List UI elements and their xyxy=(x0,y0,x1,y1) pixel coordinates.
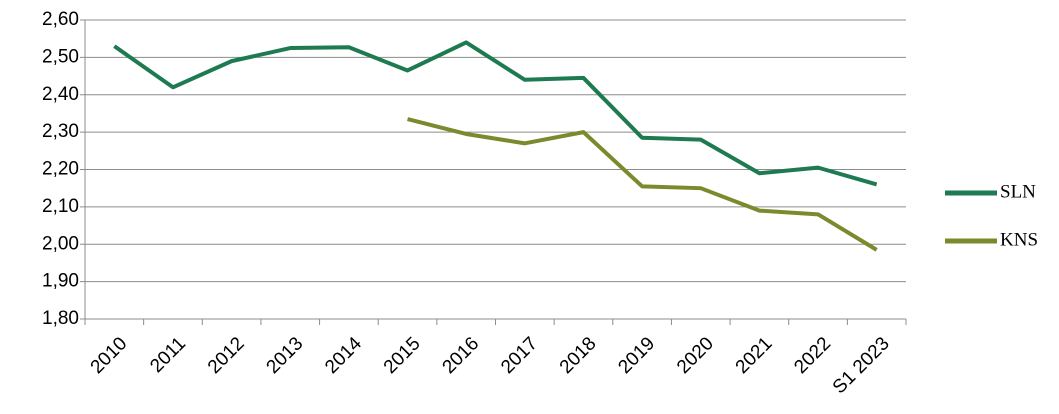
legend-label: SLN xyxy=(1000,181,1036,202)
legend-label: KNS xyxy=(1000,229,1038,250)
x-tick-label: 2022 xyxy=(790,333,835,378)
series-line xyxy=(407,117,878,252)
x-tick-label: 2019 xyxy=(614,333,659,378)
y-tick-label: 2,10 xyxy=(42,196,79,217)
x-tick-label: 2015 xyxy=(380,333,425,378)
y-tick-label: 2,50 xyxy=(42,46,79,67)
x-tick-label: 2011 xyxy=(146,333,190,377)
x-tick-label: 2012 xyxy=(204,333,249,378)
x-tick-label: 2010 xyxy=(87,333,132,378)
x-tick-label: 2017 xyxy=(497,333,542,378)
y-tick-label: 2,20 xyxy=(42,159,79,180)
x-tick-label: 2016 xyxy=(439,333,484,378)
x-tick-label: 2021 xyxy=(732,333,777,378)
x-tick-label: 2020 xyxy=(673,333,718,378)
series-line xyxy=(113,40,878,187)
y-tick-label: 2,00 xyxy=(42,233,79,254)
y-tick-label: 1,80 xyxy=(42,308,79,329)
x-tick-label: 2018 xyxy=(556,333,601,378)
x-tick-label: 2013 xyxy=(263,333,308,378)
y-tick-label: 1,90 xyxy=(42,271,79,292)
y-tick-label: 2,40 xyxy=(42,84,79,105)
y-tick-label: 2,60 xyxy=(42,9,79,30)
x-tick-label: S1 2023 xyxy=(829,333,894,398)
x-tick-label: 2014 xyxy=(321,333,366,378)
y-tick-label: 2,30 xyxy=(42,121,79,142)
